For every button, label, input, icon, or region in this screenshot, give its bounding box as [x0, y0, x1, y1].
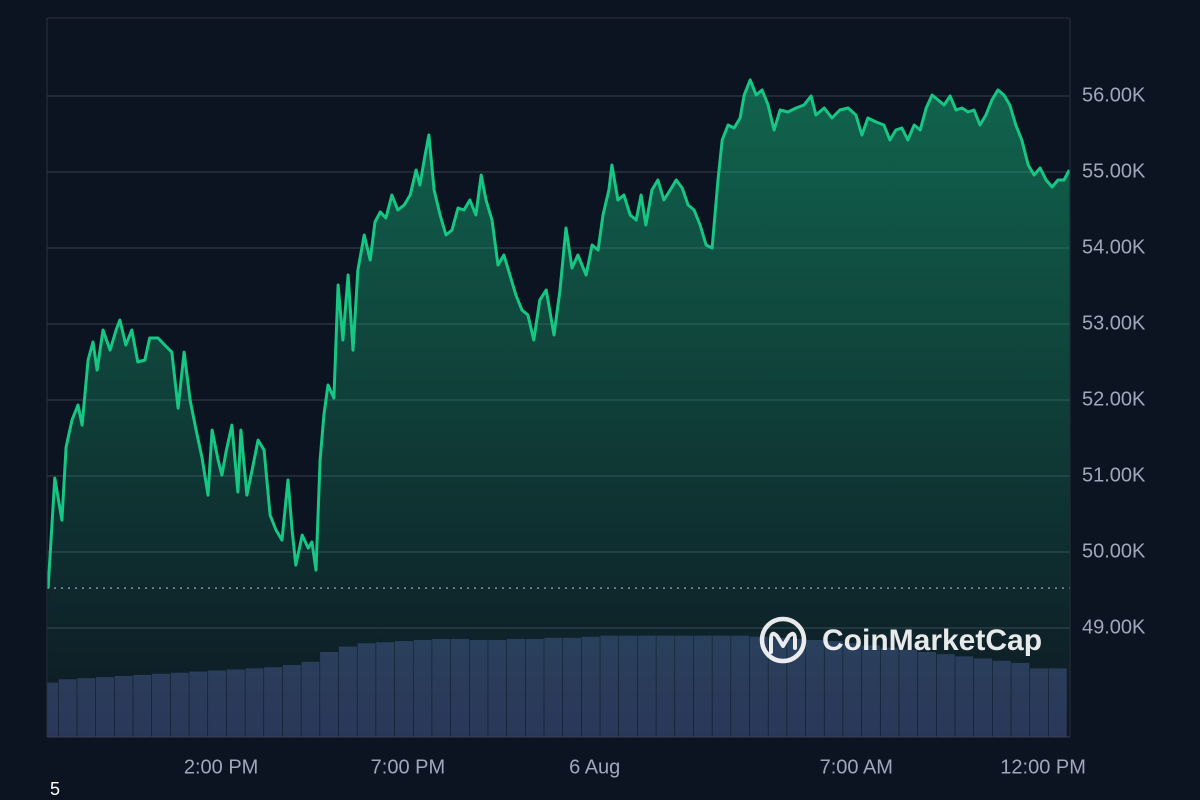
x-tick-label: 6 Aug: [569, 756, 620, 778]
x-tick-label: 7:00 PM: [371, 756, 445, 778]
x-tick-label: 12:00 PM: [1000, 756, 1086, 778]
watermark-logo: [759, 616, 807, 664]
x-tick-label: 7:00 AM: [820, 756, 893, 778]
y-tick-label: 49.00K: [1082, 616, 1146, 638]
y-tick-label: 55.00K: [1082, 160, 1146, 182]
corner-label: 5: [50, 779, 60, 799]
price-plot: [46, 78, 1071, 737]
x-tick-label: 2:00 PM: [184, 756, 258, 778]
price-area: [48, 79, 1070, 737]
watermark: CoinMarketCap: [822, 624, 1042, 657]
y-tick-label: 52.00K: [1082, 388, 1146, 410]
y-tick-label: 51.00K: [1082, 464, 1146, 486]
y-tick-label: 56.00K: [1082, 84, 1146, 106]
y-tick-label: 50.00K: [1082, 540, 1146, 562]
y-tick-label: 53.00K: [1082, 312, 1146, 334]
price-line: [46, 78, 1071, 589]
y-tick-label: 54.00K: [1082, 236, 1146, 258]
